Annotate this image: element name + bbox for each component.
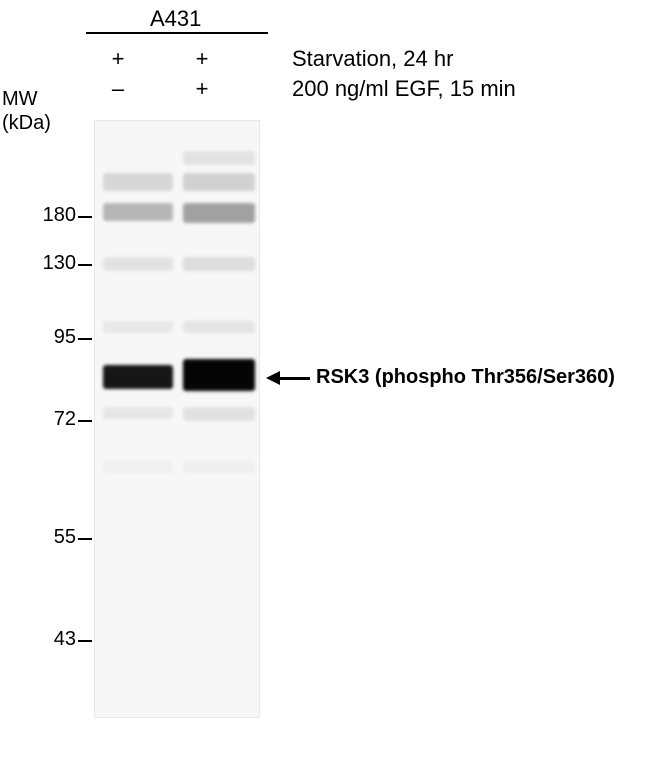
mw-value: 43 (54, 628, 76, 651)
blot-band (183, 203, 255, 223)
blot-band (183, 321, 255, 333)
target-band-label: RSK3 (phospho Thr356/Ser360) (316, 366, 615, 389)
mw-value: 72 (54, 408, 76, 431)
mw-value: 130 (43, 252, 76, 275)
blot-band (183, 359, 255, 391)
blot-band (103, 257, 173, 271)
mw-tick (78, 264, 92, 266)
blot-band (183, 461, 255, 473)
mw-tick (78, 338, 92, 340)
blot-band (103, 461, 173, 473)
mw-tick (78, 420, 92, 422)
blot-band (183, 151, 255, 165)
blot-band (103, 321, 173, 333)
arrow-shaft (280, 377, 310, 380)
blot-band (103, 407, 173, 419)
blot-lane (181, 121, 257, 717)
mw-tick (78, 640, 92, 642)
lane-symbol: + (190, 46, 214, 72)
blot-band (183, 257, 255, 271)
blot-band (183, 407, 255, 421)
condition-label: Starvation, 24 hr (292, 46, 453, 72)
cell-line-underline (86, 32, 268, 34)
blot-band (103, 173, 173, 191)
mw-value: 180 (43, 204, 76, 227)
blot-lane (101, 121, 175, 717)
mw-header-2: (kDa) (2, 112, 51, 135)
blot-band (183, 173, 255, 191)
blot-band (103, 365, 173, 389)
cell-line-label: A431 (150, 6, 201, 32)
lane-symbol: + (106, 46, 130, 72)
blot-membrane (94, 120, 260, 718)
lane-symbol: – (106, 76, 130, 102)
lane-symbol: + (190, 76, 214, 102)
western-blot-figure: A431 + + Starvation, 24 hr – +200 ng/ml EGF,… (0, 0, 650, 768)
mw-header-1: MW (2, 88, 38, 111)
mw-tick (78, 216, 92, 218)
mw-value: 95 (54, 326, 76, 349)
mw-tick (78, 538, 92, 540)
blot-band (103, 203, 173, 221)
mw-value: 55 (54, 526, 76, 549)
arrow-icon (266, 371, 280, 385)
condition-label: 200 ng/ml EGF, 15 min (292, 76, 516, 102)
